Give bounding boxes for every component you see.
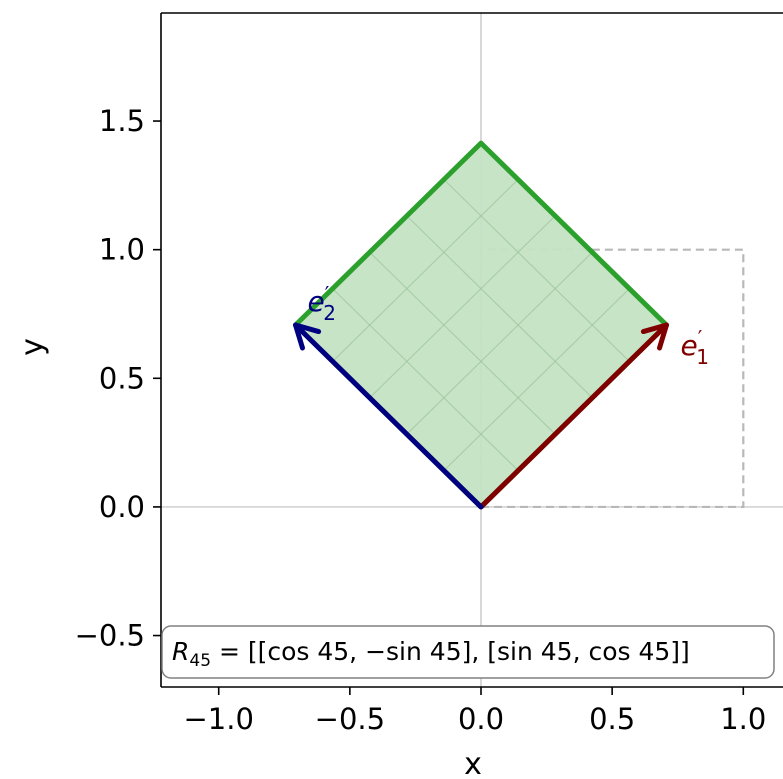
e1_prime-label: e′ 1 [680, 326, 709, 369]
grid-line [369, 215, 556, 399]
grid-line [332, 179, 519, 362]
grid-line [443, 179, 630, 362]
e2_prime-arrowhead [293, 322, 322, 351]
e1_prime-vector [478, 322, 669, 510]
grid-line [443, 288, 630, 471]
annotation-lhs-sub: 45 [189, 651, 211, 671]
x-tick-label: −0.5 [315, 702, 385, 736]
y-axis-label: y [15, 338, 50, 356]
rotation-matrix-annotation: R45 = [[cos 45, −sin 45], [sin 45, cos 4… [161, 625, 775, 679]
x-tick-label: 0.0 [458, 702, 504, 736]
annotation-lhs: R [172, 637, 189, 666]
grid-line [406, 251, 593, 435]
y-tick-label: 0.0 [99, 490, 145, 524]
x-tick-label: −1.0 [183, 702, 253, 736]
x-tick-label: 1.0 [720, 702, 766, 736]
grid-line [369, 251, 556, 435]
e2_prime-label: e′ 2 [308, 282, 337, 325]
axes-frame [160, 12, 783, 688]
plot-area: e′ 1 e′ 2 [161, 13, 783, 687]
y-tick-label: 1.0 [99, 233, 145, 267]
y-tick-label: 0.5 [99, 361, 145, 395]
y-tick-label: −0.5 [75, 619, 145, 653]
y-tick-label: 1.5 [99, 104, 145, 138]
grid-line [332, 288, 519, 471]
grid-line [406, 215, 593, 399]
x-tick-label: 0.5 [589, 702, 635, 736]
annotation-rhs: = [[cos 45, −sin 45], [sin 45, cos 45]] [211, 637, 690, 666]
axis-ticks: −1.0 −0.5 0.0 0.5 1.0 −0.5 0.0 0.5 1.0 1.5 [75, 104, 767, 736]
x-axis-label: x [464, 747, 482, 779]
svg-text:R45 = [[cos 45, −sin 45], [sin: R45 = [[cos 45, −sin 45], [sin 45, cos 4… [172, 637, 690, 671]
e2_prime-vector [293, 322, 484, 510]
original-unit-square [479, 248, 745, 509]
e1_prime-arrowhead [640, 322, 669, 351]
rotated-square-fill [295, 143, 667, 507]
